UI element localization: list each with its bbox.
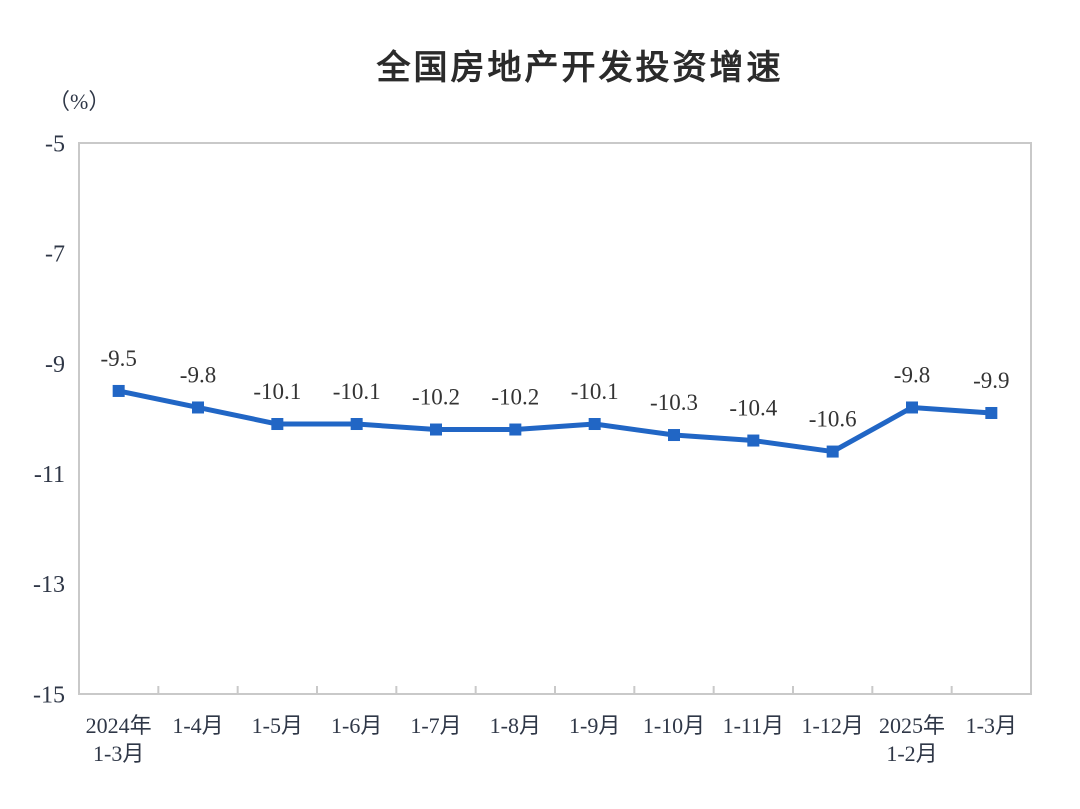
data-point-label: -10.1 (571, 379, 619, 404)
data-point-label: -10.1 (253, 379, 301, 404)
x-tick-label: 1-5月 (252, 713, 303, 738)
y-tick-label: -15 (33, 682, 65, 708)
data-point-marker (588, 418, 601, 431)
x-tick-label: 2025年 1-2月 (879, 713, 945, 766)
data-point-marker (906, 401, 918, 414)
x-tick-label: 2024年 1-3月 (86, 713, 152, 766)
data-point-label: -10.2 (412, 385, 460, 410)
y-axis-unit-label: （%） (48, 89, 111, 114)
x-tick-label: 1-4月 (172, 713, 223, 738)
y-tick-label: -5 (45, 131, 65, 157)
data-point-marker (747, 434, 760, 447)
data-point-marker (509, 423, 522, 436)
x-tick-label: 1-9月 (569, 713, 620, 738)
data-point-marker (271, 418, 284, 431)
data-point-label: -9.9 (973, 368, 1009, 393)
data-point-label: -9.5 (100, 346, 136, 371)
data-point-label: -9.8 (180, 362, 216, 387)
data-point-marker (985, 406, 998, 419)
y-tick-label: -11 (34, 462, 65, 488)
data-point-marker (430, 423, 442, 436)
x-tick-label: 1-8月 (490, 713, 541, 738)
data-point-label: -10.6 (809, 407, 857, 432)
x-tick-label: 1-12月 (802, 713, 864, 738)
x-tick-label: 1-6月 (331, 713, 382, 738)
data-point-marker (668, 429, 680, 442)
data-point-label: -10.1 (333, 379, 381, 404)
data-point-marker (350, 418, 363, 431)
y-tick-label: -9 (45, 352, 65, 378)
chart-title: 全国房地产开发投资增速 (376, 49, 784, 87)
x-tick-label: 1-7月 (410, 713, 461, 738)
y-tick-label: -7 (45, 242, 65, 268)
data-point-label: -10.4 (729, 396, 777, 421)
x-tick-label: 1-10月 (643, 713, 705, 738)
data-point-label: -10.3 (650, 390, 698, 415)
data-point-marker (192, 401, 204, 414)
y-tick-label: -13 (33, 572, 65, 598)
data-point-label: -9.8 (894, 362, 930, 387)
x-tick-label: 1-11月 (723, 713, 785, 738)
data-point-marker (826, 445, 839, 458)
data-point-label: -10.2 (491, 385, 539, 410)
data-line (116, 388, 994, 455)
x-tick-label: 1-3月 (966, 713, 1017, 738)
data-point-marker (112, 384, 125, 397)
